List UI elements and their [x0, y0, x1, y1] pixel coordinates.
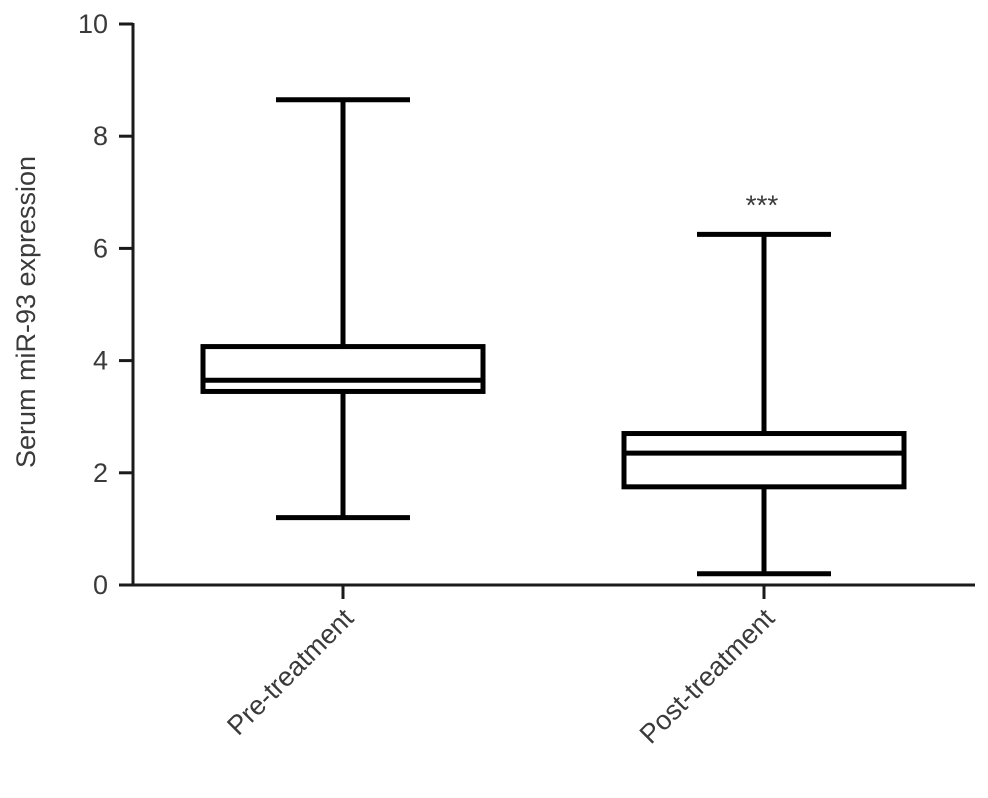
- significance-annotation: ***: [746, 189, 779, 220]
- box-post-treatment: ***: [621, 189, 907, 577]
- y-tick-label: 0: [93, 570, 108, 600]
- iqr-box: [621, 431, 907, 490]
- y-axis-label: Serum miR-93 expression: [11, 156, 41, 468]
- x-axis: Pre-treatment Post-treatment: [132, 583, 975, 750]
- iqr-box: [200, 344, 486, 394]
- y-tick-label: 8: [93, 121, 108, 151]
- boxes: ***: [200, 97, 907, 577]
- y-axis: 0 2 4 6 8 10: [78, 9, 135, 600]
- x-tick-label: Post-treatment: [634, 603, 781, 750]
- x-tick-label: Pre-treatment: [221, 603, 359, 741]
- box-pre-treatment: [200, 97, 486, 521]
- y-tick-label: 6: [93, 233, 108, 263]
- y-tick-label: 4: [93, 346, 108, 376]
- y-tick-label: 2: [93, 458, 108, 488]
- y-tick-label: 10: [78, 9, 108, 39]
